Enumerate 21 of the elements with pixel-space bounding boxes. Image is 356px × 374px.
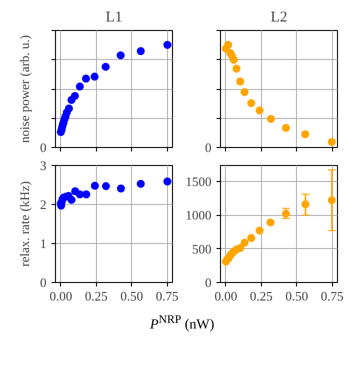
y-tick-label: 3 [40,158,46,173]
y-tick-label: 0 [40,275,46,290]
chart-title: L1 [106,10,122,26]
y-tick-label: 0 [205,275,212,290]
y-axis-title: relax. rate (kHz) [17,181,32,267]
x-tick-label: 0.25 [250,288,273,304]
x-tick-label: 0.00 [50,288,72,304]
x-tick-label: 0.50 [120,288,144,304]
x-tick-label: 0.50 [285,288,308,304]
chart-title: L2 [270,10,288,26]
y-tick-label: 500 [192,241,212,256]
y-axis-title: noise power (arb. u.) [17,35,32,143]
x-tick-label: 0.25 [84,288,108,304]
y-tick-label: 1500 [186,174,212,189]
y-tick-label: 1000 [186,208,212,223]
x-axis-title: P$^{NRP}$ (nW) [150,312,214,335]
x-tick-label: 0.00 [214,288,238,304]
x-tick-label: 0.75 [156,288,178,304]
y-tick-label: 1 [40,236,46,251]
y-tick-label: 2 [40,197,46,212]
x-tick-label: 0.75 [320,288,344,304]
